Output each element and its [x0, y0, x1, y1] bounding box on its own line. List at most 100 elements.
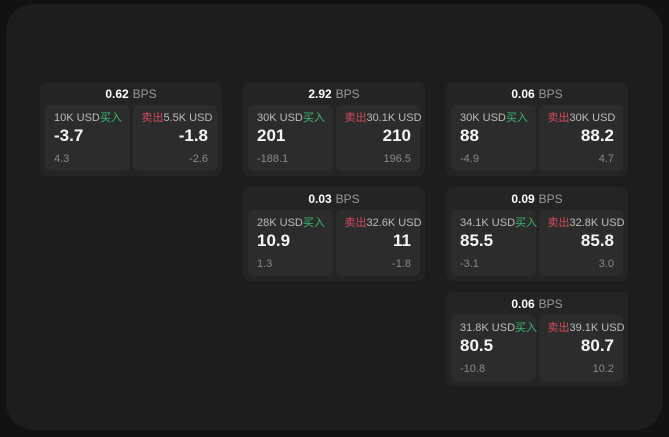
bps-value: 0.09	[511, 191, 535, 206]
buy-price-value: -3.7	[54, 126, 84, 146]
card-header: 0.06 BPS	[446, 82, 628, 105]
sell-amount-label: 32.6K USD	[366, 217, 422, 229]
buy-pane-top: 30K USD 买入	[257, 112, 325, 124]
sell-sub-value: -2.6	[189, 152, 208, 165]
buy-side-label: 买入	[505, 112, 528, 124]
buy-sub-value: -188.1	[257, 152, 289, 165]
sell-side-label: 卖出	[344, 112, 367, 124]
buy-price-value: 88	[460, 126, 479, 146]
sell-pane-top: 卖出 39.1K USD	[547, 322, 625, 334]
sell-pane-top: 卖出 30K USD	[547, 112, 616, 124]
buy-pane-top: 31.8K USD 买入	[460, 322, 537, 334]
card-body: 34.1K USD 买入 85.5 -3.1 卖出 32.8K USD 85.8…	[446, 210, 628, 281]
main-panel: 0.62 BPS 10K USD 买入 -3.7 4.3 卖出 5.5K USD…	[6, 4, 663, 430]
sell-amount-label: 30K USD	[569, 112, 616, 124]
sell-pane[interactable]: 卖出 39.1K USD 80.7 10.2	[538, 315, 625, 381]
card-body: 30K USD 买入 201 -188.1 卖出 30.1K USD 210 1…	[243, 105, 425, 176]
sell-price-value: -1.8	[178, 126, 208, 146]
sell-sub-value: 196.5	[383, 152, 411, 165]
buy-pane[interactable]: 31.8K USD 买入 80.5 -10.8	[451, 315, 537, 381]
buy-price-value: 80.5	[460, 336, 494, 356]
quote-card: 0.06 BPS 30K USD 买入 88 -4.9 卖出 30K USD 8…	[446, 82, 628, 176]
bps-value: 0.06	[511, 296, 535, 311]
card-header: 0.06 BPS	[446, 292, 628, 315]
sell-pane[interactable]: 卖出 32.6K USD 11 -1.8	[335, 210, 422, 276]
buy-pane[interactable]: 30K USD 买入 88 -4.9	[451, 105, 536, 171]
sell-amount-label: 5.5K USD	[163, 112, 213, 124]
sell-side-label: 卖出	[141, 112, 164, 124]
bps-value: 0.06	[511, 86, 535, 101]
buy-pane[interactable]: 30K USD 买入 201 -188.1	[248, 105, 333, 171]
quote-card: 0.09 BPS 34.1K USD 买入 85.5 -3.1 卖出 32.8K…	[446, 187, 628, 281]
sell-price-value: 80.7	[580, 336, 614, 356]
buy-sub-value: 4.3	[54, 152, 70, 165]
buy-amount-label: 10K USD	[54, 112, 100, 124]
buy-amount-label: 30K USD	[460, 112, 506, 124]
buy-pane[interactable]: 28K USD 买入 10.9 1.3	[248, 210, 333, 276]
buy-pane[interactable]: 10K USD 买入 -3.7 4.3	[45, 105, 130, 171]
quote-card: 0.62 BPS 10K USD 买入 -3.7 4.3 卖出 5.5K USD…	[40, 82, 222, 176]
buy-amount-label: 31.8K USD	[460, 322, 516, 334]
sell-pane[interactable]: 卖出 32.8K USD 85.8 3.0	[538, 210, 625, 276]
bps-unit-label: BPS	[538, 296, 563, 311]
card-header: 2.92 BPS	[243, 82, 425, 105]
sell-sub-value: 3.0	[598, 257, 614, 270]
cards-grid: 0.62 BPS 10K USD 买入 -3.7 4.3 卖出 5.5K USD…	[40, 82, 628, 386]
buy-price-value: 10.9	[257, 231, 291, 251]
sell-pane[interactable]: 卖出 30.1K USD 210 196.5	[335, 105, 422, 171]
bps-value: 0.62	[105, 86, 129, 101]
buy-side-label: 买入	[99, 112, 122, 124]
buy-pane-top: 34.1K USD 买入	[460, 217, 537, 229]
buy-price-value: 85.5	[460, 231, 494, 251]
buy-side-label: 买入	[515, 322, 538, 334]
sell-amount-label: 32.8K USD	[569, 217, 625, 229]
card-body: 10K USD 买入 -3.7 4.3 卖出 5.5K USD -1.8 -2.…	[40, 105, 222, 176]
sell-pane[interactable]: 卖出 5.5K USD -1.8 -2.6	[132, 105, 217, 171]
bps-value: 0.03	[308, 191, 332, 206]
bps-unit-label: BPS	[335, 86, 360, 101]
buy-pane-top: 10K USD 买入	[54, 112, 122, 124]
sell-pane-top: 卖出 32.8K USD	[547, 217, 625, 229]
buy-side-label: 买入	[515, 217, 538, 229]
sell-price-value: 85.8	[580, 231, 614, 251]
sell-pane[interactable]: 卖出 30K USD 88.2 4.7	[538, 105, 623, 171]
sell-side-label: 卖出	[344, 217, 367, 229]
buy-pane[interactable]: 34.1K USD 买入 85.5 -3.1	[451, 210, 537, 276]
sell-sub-value: 4.7	[598, 152, 614, 165]
buy-pane-top: 28K USD 买入	[257, 217, 325, 229]
sell-amount-label: 39.1K USD	[569, 322, 625, 334]
buy-pane-top: 30K USD 买入	[460, 112, 528, 124]
sell-price-value: 210	[382, 126, 411, 146]
buy-side-label: 买入	[302, 112, 325, 124]
sell-pane-top: 卖出 30.1K USD	[344, 112, 422, 124]
bps-unit-label: BPS	[538, 86, 563, 101]
quote-card: 2.92 BPS 30K USD 买入 201 -188.1 卖出 30.1K …	[243, 82, 425, 176]
sell-amount-label: 30.1K USD	[366, 112, 422, 124]
sell-pane-top: 卖出 5.5K USD	[141, 112, 213, 124]
bps-unit-label: BPS	[538, 191, 563, 206]
card-header: 0.62 BPS	[40, 82, 222, 105]
buy-sub-value: -10.8	[460, 362, 486, 375]
sell-sub-value: 10.2	[592, 362, 614, 375]
card-body: 30K USD 买入 88 -4.9 卖出 30K USD 88.2 4.7	[446, 105, 628, 176]
sell-price-value: 88.2	[580, 126, 614, 146]
sell-side-label: 卖出	[547, 112, 570, 124]
buy-amount-label: 28K USD	[257, 217, 303, 229]
bps-value: 2.92	[308, 86, 332, 101]
sell-sub-value: -1.8	[392, 257, 411, 270]
sell-price-value: 11	[393, 231, 411, 251]
card-body: 28K USD 买入 10.9 1.3 卖出 32.6K USD 11 -1.8	[243, 210, 425, 281]
card-body: 31.8K USD 买入 80.5 -10.8 卖出 39.1K USD 80.…	[446, 315, 628, 386]
buy-side-label: 买入	[302, 217, 325, 229]
sell-side-label: 卖出	[547, 322, 570, 334]
bps-unit-label: BPS	[335, 191, 360, 206]
buy-sub-value: 1.3	[257, 257, 273, 270]
bps-unit-label: BPS	[132, 86, 157, 101]
card-header: 0.09 BPS	[446, 187, 628, 210]
sell-pane-top: 卖出 32.6K USD	[344, 217, 422, 229]
quote-card: 0.06 BPS 31.8K USD 买入 80.5 -10.8 卖出 39.1…	[446, 292, 628, 386]
buy-price-value: 201	[257, 126, 286, 146]
sell-side-label: 卖出	[547, 217, 570, 229]
buy-amount-label: 30K USD	[257, 112, 303, 124]
